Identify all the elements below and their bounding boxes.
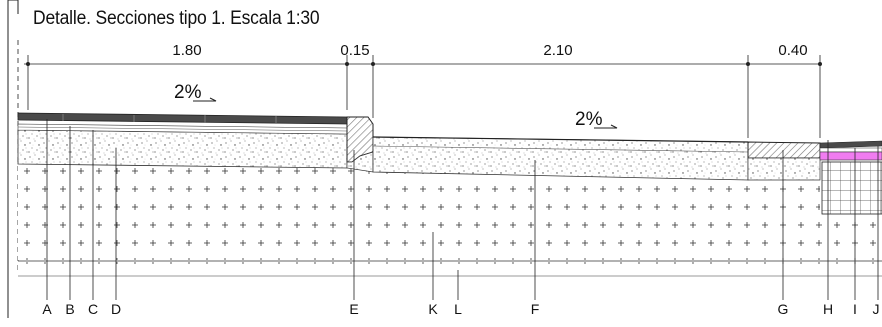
roadway-layer bbox=[372, 145, 749, 153]
right-grid-block bbox=[821, 161, 882, 215]
dimension-3-label: 2.10 bbox=[543, 42, 572, 59]
dimension-2-label: 0.15 bbox=[340, 42, 369, 59]
dimension-4-label: 0.40 bbox=[778, 42, 807, 59]
magenta-layer bbox=[819, 151, 882, 161]
callout-j: J bbox=[873, 301, 880, 317]
sidewalk-base bbox=[17, 129, 348, 169]
subgrade-right-fill bbox=[820, 214, 882, 260]
callout-leaders bbox=[46, 119, 879, 300]
dimension-1-label: 1.80 bbox=[172, 42, 201, 59]
sidewalk-paving bbox=[17, 112, 348, 125]
dimension-chain: 1.80 0.15 2.10 0.40 bbox=[24, 42, 822, 138]
slope-label-right: 2% bbox=[575, 109, 603, 130]
gutter bbox=[747, 141, 821, 159]
callout-d: D bbox=[111, 301, 121, 317]
slope-arrow-right bbox=[594, 124, 618, 129]
roadway-surface bbox=[372, 136, 749, 143]
callout-g: G bbox=[778, 301, 789, 317]
slope-arrow-left bbox=[193, 97, 217, 102]
gutter-base bbox=[747, 157, 821, 181]
callout-labels: A B C D E K L F G H I J bbox=[42, 301, 879, 317]
callout-i: I bbox=[853, 301, 857, 317]
callout-h: H bbox=[823, 301, 833, 317]
subgrade-lower-band bbox=[18, 262, 882, 276]
dim-tick bbox=[818, 62, 822, 66]
callout-e: E bbox=[349, 301, 358, 317]
callout-f: F bbox=[531, 301, 540, 317]
dim-tick bbox=[345, 62, 349, 66]
callout-a: A bbox=[42, 301, 52, 317]
dim-tick bbox=[371, 62, 375, 66]
subgrade-fill bbox=[18, 164, 820, 260]
slope-label-left: 2% bbox=[174, 82, 202, 103]
drawing-title: Detalle. Secciones tipo 1. Escala 1:30 bbox=[33, 8, 320, 29]
callout-l: L bbox=[454, 301, 462, 317]
callout-c: C bbox=[88, 301, 98, 317]
paving-joints bbox=[62, 114, 277, 124]
dim-tick bbox=[746, 62, 750, 66]
right-layer bbox=[819, 147, 882, 153]
callout-k: K bbox=[428, 301, 438, 317]
dim-tick bbox=[26, 62, 30, 66]
roadway-base bbox=[372, 136, 749, 181]
right-paving bbox=[819, 140, 882, 149]
callout-b: B bbox=[65, 301, 74, 317]
